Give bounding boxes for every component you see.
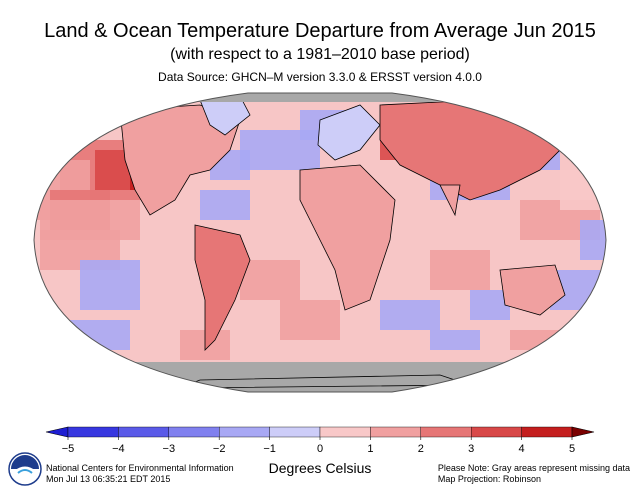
colorbar-unit-label: Degrees Celsius [268,460,372,476]
colorbar-segment [67,426,119,438]
globe-outline [33,92,607,393]
colorbar-tick-label: −1 [263,443,276,455]
footer-org: National Centers for Environmental Infor… [46,463,234,473]
noaa-logo [8,452,42,486]
anomaly-patch [430,250,490,290]
colorbar-tick-label: −2 [213,443,226,455]
colorbar-segment [420,426,472,438]
map-subtitle: (with respect to a 1981–2010 base period… [170,46,470,63]
colorbar-segment [269,426,321,438]
data-source-line: Data Source: GHCN–M version 3.3.0 & ERSS… [158,70,482,84]
arctic-missing [34,93,606,102]
colorbar-tick-label: −5 [62,443,75,455]
anomaly-patch [40,200,140,240]
anomaly-patch [280,300,340,340]
colorbar-tick-label: 3 [468,443,474,455]
footer-right: Please Note: Gray areas represent missin… [438,463,630,485]
anomaly-patch [200,190,250,220]
colorbar-tick-label: 2 [418,443,424,455]
landmasses [119,95,571,351]
colorbar-low-arrow [45,426,69,438]
colorbar-tick-label: 1 [367,443,373,455]
footer-timestamp: Mon Jul 13 06:35:21 EDT 2015 [46,474,171,484]
colorbar-segments [45,426,595,438]
colorbar-tick-label: 4 [519,443,525,455]
footer-missing-note: Please Note: Gray areas represent missin… [437,463,630,473]
colorbar-segment [521,426,573,438]
continent-australia [499,264,566,316]
colorbar-segment [319,426,371,438]
continent-south-america [194,224,251,351]
colorbar-tick-label: 0 [317,443,323,455]
colorbar-tick-label: −3 [163,443,176,455]
continent-india [439,184,461,217]
colorbar-segment [471,426,522,438]
colorbar-ticks: −5 −4 −3 −2 −1 0 1 2 3 4 5 [62,437,575,455]
colorbar: −5 −4 −3 −2 −1 0 1 2 3 4 5 [45,426,595,455]
colorbar-high-arrow [571,426,595,438]
map-title: Land & Ocean Temperature Departure from … [44,20,596,42]
colorbar-tick-label: −4 [112,443,125,455]
continent-europe [317,104,381,161]
colorbar-segment [168,426,220,438]
anomaly-patch [240,260,300,300]
anomaly-patch [380,300,440,330]
anomaly-patch [80,260,140,310]
anomaly-patch [580,220,606,260]
footer-projection: Map Projection: Robinson [437,474,541,484]
footer-left: National Centers for Environmental Infor… [46,463,234,485]
colorbar-segment [370,426,421,438]
anomaly-patch [430,330,480,350]
colorbar-segment [218,426,270,438]
continent-africa [299,164,396,311]
colorbar-segment [118,426,170,438]
colorbar-tick-label: 5 [569,443,575,455]
